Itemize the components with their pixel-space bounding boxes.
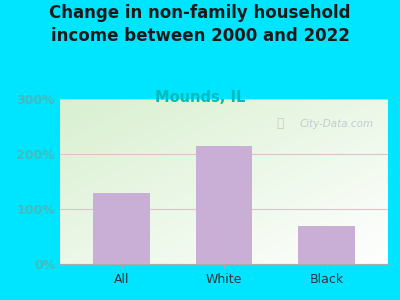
Text: City-Data.com: City-Data.com [300,119,374,129]
Text: ⦿: ⦿ [276,117,284,130]
Bar [93,193,150,264]
Bar [298,226,355,264]
Text: Change in non-family household
income between 2000 and 2022: Change in non-family household income be… [49,4,351,45]
Text: Mounds, IL: Mounds, IL [155,90,245,105]
Bar [196,146,252,264]
